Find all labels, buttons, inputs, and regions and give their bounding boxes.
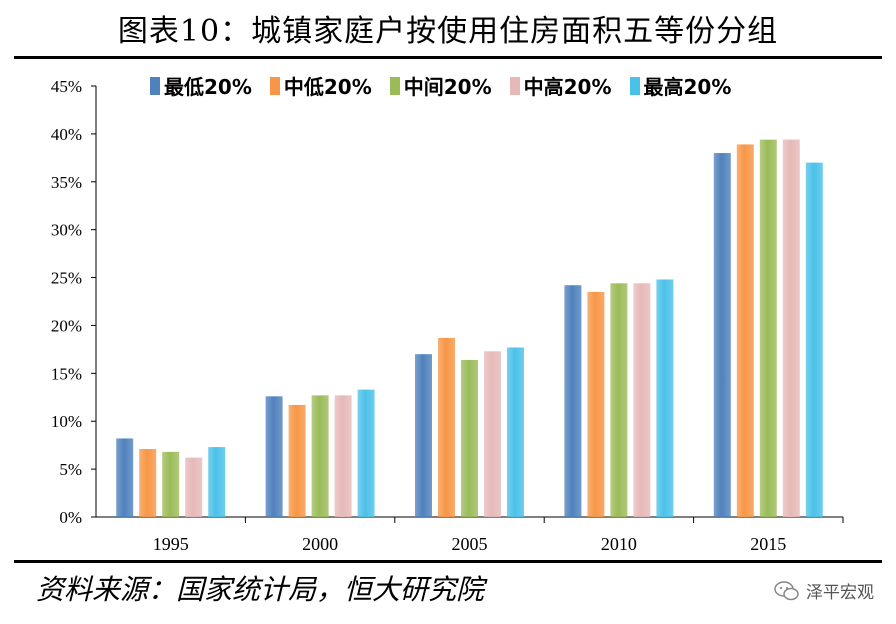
bar bbox=[564, 285, 582, 517]
legend-swatch bbox=[150, 76, 160, 95]
y-tick-label: 20% bbox=[51, 316, 82, 335]
chart-title: 图表10：城镇家庭户按使用住房面积五等份分组 bbox=[117, 14, 779, 49]
bar bbox=[288, 404, 306, 517]
source-note: 资料来源：国家统计局，恒大研究院 bbox=[36, 573, 485, 606]
bottom-rule bbox=[14, 560, 882, 563]
y-tick-label: 45% bbox=[51, 77, 82, 96]
legend-swatch bbox=[269, 76, 280, 95]
bar bbox=[587, 291, 605, 517]
x-tick-label: 2000 bbox=[302, 534, 338, 554]
x-tick-label: 2005 bbox=[452, 534, 488, 554]
bar bbox=[782, 139, 800, 517]
y-tick-label: 10% bbox=[51, 412, 82, 431]
legend-swatch bbox=[389, 76, 400, 95]
legend-item: 最低20% bbox=[150, 71, 252, 100]
bar bbox=[713, 153, 731, 517]
bar bbox=[759, 139, 777, 517]
bar bbox=[334, 395, 352, 517]
bar bbox=[162, 451, 180, 517]
bar bbox=[507, 347, 524, 517]
y-tick-label: 0% bbox=[59, 508, 82, 527]
legend-item: 最高20% bbox=[629, 71, 732, 100]
legend-label: 最高20% bbox=[643, 75, 732, 99]
legend-item: 中高20% bbox=[509, 71, 612, 100]
bar bbox=[461, 359, 478, 517]
bar bbox=[736, 144, 754, 517]
bar bbox=[139, 448, 157, 517]
bar bbox=[208, 447, 226, 517]
bar bbox=[357, 389, 375, 517]
bar bbox=[265, 396, 283, 517]
bar bbox=[185, 457, 203, 517]
bar bbox=[438, 337, 455, 517]
bar bbox=[805, 162, 823, 517]
legend-label: 中高20% bbox=[523, 75, 612, 99]
y-tick-label: 30% bbox=[51, 221, 82, 240]
bar bbox=[656, 279, 674, 517]
legend: 最低20% 中低20% 中间20% 中高20% 最高20% bbox=[150, 71, 731, 100]
legend-label: 中低20% bbox=[283, 75, 372, 99]
x-tick-label: 2010 bbox=[601, 534, 637, 554]
bar bbox=[415, 354, 432, 517]
y-tick-label: 35% bbox=[51, 173, 82, 192]
bar bbox=[610, 283, 628, 517]
watermark-text: 泽平宏观 bbox=[806, 583, 874, 603]
bar bbox=[633, 283, 651, 517]
y-tick-label: 40% bbox=[51, 125, 82, 144]
y-tick-label: 15% bbox=[51, 364, 82, 383]
top-rule bbox=[14, 56, 882, 59]
legend-label: 中间20% bbox=[403, 75, 492, 99]
legend-swatch bbox=[509, 76, 520, 95]
x-tick-label: 2015 bbox=[750, 534, 786, 554]
wechat-icon bbox=[774, 580, 799, 600]
legend-item: 中低20% bbox=[269, 71, 372, 100]
legend-label: 最低20% bbox=[164, 75, 252, 99]
legend-swatch bbox=[629, 76, 640, 95]
bar bbox=[484, 351, 501, 517]
legend-item: 中间20% bbox=[389, 71, 492, 100]
y-tick-label: 25% bbox=[51, 269, 82, 288]
bar bbox=[116, 438, 134, 517]
bar bbox=[311, 395, 329, 517]
bar-chart: 0% 5% 10% 15% 20% 25% 30% 35% 40% 45% 1995 2000 2005… bbox=[51, 77, 844, 554]
y-tick-label: 5% bbox=[59, 460, 82, 479]
watermark: 泽平宏观 bbox=[774, 578, 874, 603]
x-tick-label: 1995 bbox=[153, 534, 189, 554]
